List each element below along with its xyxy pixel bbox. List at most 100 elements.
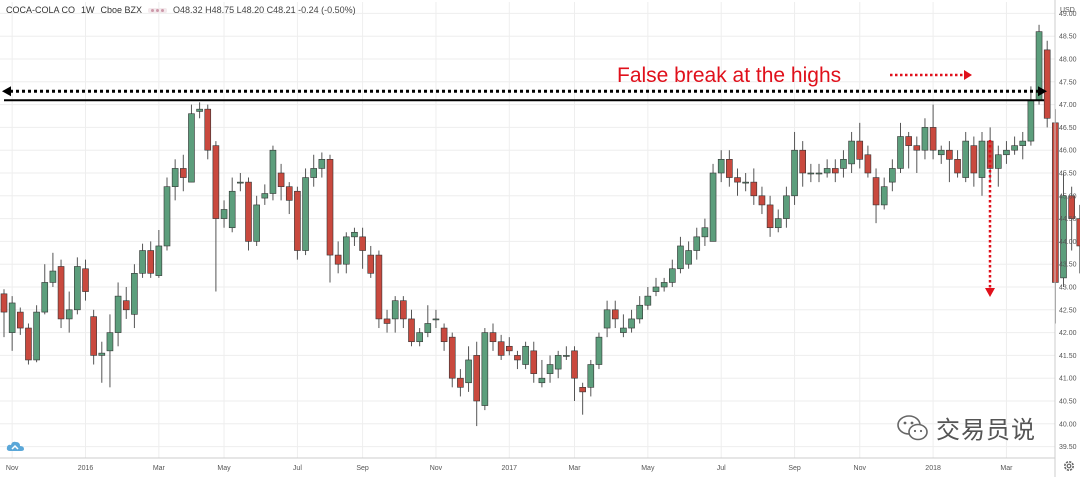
candle xyxy=(571,346,578,401)
x-tick-label: May xyxy=(217,465,231,472)
candle xyxy=(595,332,603,370)
candle xyxy=(783,186,790,228)
candle-body xyxy=(375,254,383,320)
candle-body xyxy=(758,195,766,206)
candle-body xyxy=(277,172,285,187)
candle xyxy=(921,118,929,160)
candle xyxy=(505,337,513,356)
candle-body xyxy=(82,268,89,292)
more-icon[interactable] xyxy=(148,7,168,13)
watermark: 交易员说 xyxy=(896,410,1036,445)
candle xyxy=(114,282,122,347)
candle-body xyxy=(831,168,839,174)
interval-label[interactable]: 1W xyxy=(81,5,95,15)
candle xyxy=(448,332,456,388)
y-tick-label: 43.00 xyxy=(1059,285,1077,292)
candle xyxy=(978,131,986,196)
candle-body xyxy=(65,309,73,320)
candle-body xyxy=(342,236,350,265)
candle-body xyxy=(921,127,929,151)
arrow-down-icon xyxy=(985,288,995,297)
y-tick-label: 45.50 xyxy=(1059,171,1077,178)
candle-body xyxy=(897,136,904,169)
candle-body xyxy=(25,327,32,361)
y-tick-label: 40.50 xyxy=(1059,399,1077,406)
candle xyxy=(196,102,203,119)
candle-body xyxy=(171,168,179,187)
candle-body xyxy=(16,311,24,329)
candle xyxy=(473,341,481,427)
candle-body xyxy=(334,254,342,265)
candle xyxy=(212,141,220,292)
candle-body xyxy=(514,355,521,361)
candle xyxy=(16,307,24,335)
candle xyxy=(497,334,505,360)
x-tick-label: Jul xyxy=(717,465,726,472)
gear-icon[interactable] xyxy=(1062,459,1076,473)
candle xyxy=(603,300,611,338)
candle-body xyxy=(734,177,741,183)
candle xyxy=(204,104,212,160)
candle-body xyxy=(546,364,554,374)
candle-body xyxy=(905,136,912,146)
candle-body xyxy=(660,282,668,288)
candle-body xyxy=(74,266,81,311)
candle-body xyxy=(505,345,513,352)
candle xyxy=(489,323,497,351)
candle xyxy=(342,232,350,274)
candle xyxy=(701,218,709,246)
candle-body xyxy=(946,149,953,160)
candle-body xyxy=(408,318,415,343)
candle xyxy=(98,341,106,383)
arrow-right-icon xyxy=(1038,86,1047,97)
candle-body xyxy=(563,355,570,357)
candle-body xyxy=(848,140,855,165)
candle xyxy=(180,154,187,192)
candle-body xyxy=(448,336,456,379)
x-tick-label: May xyxy=(641,465,655,472)
candle xyxy=(799,141,807,187)
candle xyxy=(82,259,89,301)
symbol-name[interactable]: COCA-COLA CO xyxy=(6,5,76,15)
candle-body xyxy=(351,231,358,238)
y-tick-label: 41.50 xyxy=(1059,353,1077,360)
candle-body xyxy=(302,177,309,251)
candle xyxy=(228,177,236,233)
candle-body xyxy=(98,352,106,356)
y-tick-label: 45.00 xyxy=(1059,193,1077,200)
currency-label: USD xyxy=(1060,7,1075,14)
candle xyxy=(1027,86,1035,146)
candle xyxy=(1043,40,1051,128)
candle-body xyxy=(799,149,807,174)
candle-body xyxy=(114,295,122,333)
candle-body xyxy=(1003,149,1010,156)
candle xyxy=(954,150,961,178)
x-tick-label: Nov xyxy=(430,465,443,472)
candle xyxy=(766,195,774,237)
candle-body xyxy=(245,181,252,242)
candle-body xyxy=(33,311,40,361)
candle xyxy=(620,314,627,338)
candle xyxy=(872,168,880,224)
candle xyxy=(122,287,130,319)
candle xyxy=(514,350,521,370)
candle-body xyxy=(489,332,497,343)
candle xyxy=(285,182,293,215)
candle xyxy=(375,250,383,329)
candle-body xyxy=(889,168,896,183)
candle xyxy=(41,264,49,315)
candle-body xyxy=(994,154,1002,169)
cloud-icon[interactable] xyxy=(5,439,27,455)
candle-body xyxy=(1060,195,1067,279)
candle-body xyxy=(864,154,872,174)
candle xyxy=(530,341,538,383)
candle-body xyxy=(880,186,888,206)
y-tick-label: 41.00 xyxy=(1059,376,1077,383)
candle xyxy=(106,314,114,388)
candle-body xyxy=(668,268,676,283)
candle-body xyxy=(253,204,260,242)
candle xyxy=(807,163,815,183)
candle-body xyxy=(269,149,277,194)
